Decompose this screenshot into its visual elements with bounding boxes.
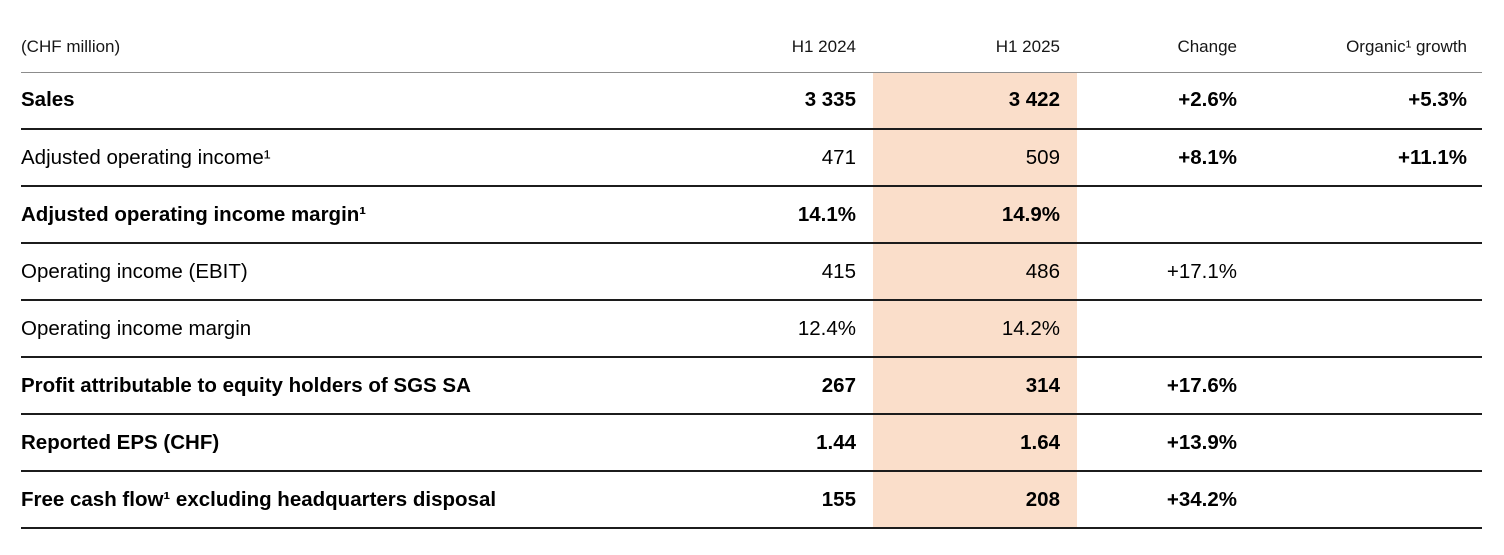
cell-change: +17.1% — [1077, 243, 1245, 301]
cell-organic-growth — [1245, 414, 1482, 472]
cell-h1-2025: 3 422 — [873, 72, 1077, 130]
cell-change: +34.2% — [1077, 471, 1245, 529]
table-header: (CHF million) H1 2024 H1 2025 Change Org… — [21, 0, 1482, 73]
table-row: Operating income margin 12.4% 14.2% — [21, 300, 1482, 358]
cell-h1-2024: 1.44 — [671, 414, 873, 472]
col-header-change: Change — [1077, 0, 1245, 73]
cell-organic-growth — [1245, 357, 1482, 415]
table-row: Adjusted operating income¹ 471 509 +8.1% +11… — [21, 129, 1482, 187]
cell-h1-2025: 14.9% — [873, 186, 1077, 244]
cell-h1-2024: 3 335 — [671, 72, 873, 130]
cell-h1-2024: 415 — [671, 243, 873, 301]
cell-h1-2025: 509 — [873, 129, 1077, 187]
cell-h1-2025: 14.2% — [873, 300, 1077, 358]
cell-label: Free cash flow¹ excluding headquarters d… — [21, 471, 671, 529]
table-row: Free cash flow¹ excluding headquarters d… — [21, 471, 1482, 529]
cell-organic-growth — [1245, 471, 1482, 529]
cell-h1-2025: 314 — [873, 357, 1077, 415]
cell-organic-growth — [1245, 243, 1482, 301]
table-row: Profit attributable to equity holders of… — [21, 357, 1482, 415]
header-row: (CHF million) H1 2024 H1 2025 Change Org… — [21, 0, 1482, 73]
financial-summary-table: (CHF million) H1 2024 H1 2025 Change Org… — [21, 0, 1482, 529]
cell-change — [1077, 186, 1245, 244]
cell-label: Operating income (EBIT) — [21, 243, 671, 301]
cell-organic-growth — [1245, 300, 1482, 358]
col-header-organic-growth: Organic¹ growth — [1245, 0, 1482, 73]
cell-change: +2.6% — [1077, 72, 1245, 130]
cell-label: Profit attributable to equity holders of… — [21, 357, 671, 415]
col-header-h1-2025: H1 2025 — [873, 0, 1077, 73]
cell-label: Adjusted operating income¹ — [21, 129, 671, 187]
cell-h1-2024: 12.4% — [671, 300, 873, 358]
cell-change: +8.1% — [1077, 129, 1245, 187]
cell-label: Reported EPS (CHF) — [21, 414, 671, 472]
cell-h1-2024: 471 — [671, 129, 873, 187]
cell-h1-2024: 267 — [671, 357, 873, 415]
cell-change: +13.9% — [1077, 414, 1245, 472]
cell-organic-growth — [1245, 186, 1482, 244]
cell-h1-2024: 155 — [671, 471, 873, 529]
cell-organic-growth: +5.3% — [1245, 72, 1482, 130]
cell-h1-2025: 486 — [873, 243, 1077, 301]
cell-h1-2024: 14.1% — [671, 186, 873, 244]
cell-change — [1077, 300, 1245, 358]
table-row: Reported EPS (CHF) 1.44 1.64 +13.9% — [21, 414, 1482, 472]
unit-label: (CHF million) — [21, 0, 671, 73]
table-row: Sales 3 335 3 422 +2.6% +5.3% — [21, 72, 1482, 130]
cell-label: Sales — [21, 72, 671, 130]
col-header-h1-2024: H1 2024 — [671, 0, 873, 73]
table-row: Adjusted operating income margin¹ 14.1% 14… — [21, 186, 1482, 244]
cell-h1-2025: 208 — [873, 471, 1077, 529]
table-row: Operating income (EBIT) 415 486 +17.1% — [21, 243, 1482, 301]
cell-organic-growth: +11.1% — [1245, 129, 1482, 187]
cell-change: +17.6% — [1077, 357, 1245, 415]
cell-label: Adjusted operating income margin¹ — [21, 186, 671, 244]
table-body: Sales 3 335 3 422 +2.6% +5.3% Adjusted operat… — [21, 72, 1482, 529]
cell-label: Operating income margin — [21, 300, 671, 358]
cell-h1-2025: 1.64 — [873, 414, 1077, 472]
